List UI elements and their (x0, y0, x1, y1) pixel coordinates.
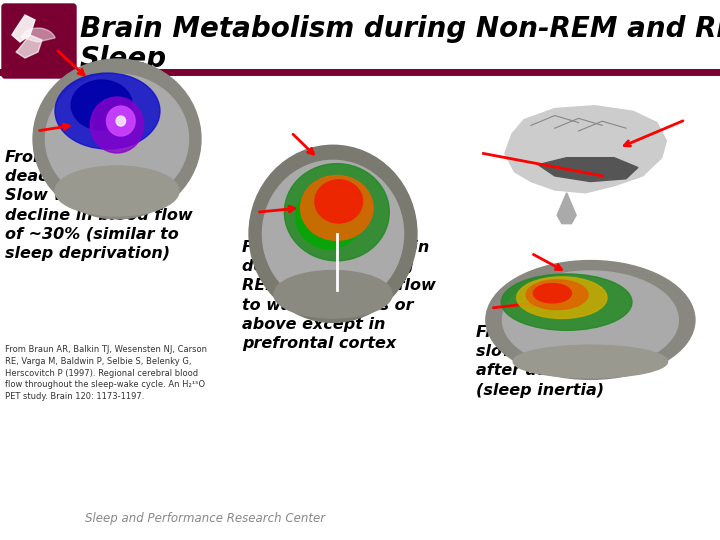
Polygon shape (538, 158, 638, 181)
Ellipse shape (55, 166, 179, 216)
Ellipse shape (107, 106, 135, 136)
Ellipse shape (300, 176, 373, 240)
Text: Frontal areas are
slowly reactivated
after awakening
(sleep inertia): Frontal areas are slowly reactivated aft… (476, 325, 642, 397)
Ellipse shape (513, 345, 667, 378)
Text: Frontal areas remain
deactivated during
REM; increase in flow
to waking levels o: Frontal areas remain deactivated during … (242, 240, 436, 351)
Ellipse shape (526, 280, 588, 309)
Polygon shape (12, 15, 35, 42)
Ellipse shape (116, 116, 125, 126)
Ellipse shape (315, 180, 363, 223)
Ellipse shape (534, 284, 572, 303)
Text: Sleep: Sleep (80, 45, 167, 73)
Ellipse shape (517, 277, 607, 319)
Ellipse shape (486, 260, 695, 379)
Ellipse shape (284, 164, 390, 261)
Text: From Braun AR, Balkin TJ, Wesensten NJ, Carson
RE, Varga M, Baldwin P, Selbie S,: From Braun AR, Balkin TJ, Wesensten NJ, … (5, 345, 207, 401)
Ellipse shape (33, 59, 201, 219)
Polygon shape (16, 35, 42, 58)
Ellipse shape (296, 184, 363, 249)
Ellipse shape (90, 97, 144, 153)
Ellipse shape (501, 274, 632, 330)
Text: Frontal areas are
deactivated during
Slow Wave Sleep;
decline in blood flow
of ~: Frontal areas are deactivated during Slo… (5, 150, 193, 261)
Text: Sleep and Performance Research Center: Sleep and Performance Research Center (85, 512, 325, 525)
Ellipse shape (71, 80, 132, 130)
Ellipse shape (262, 160, 404, 307)
Polygon shape (505, 106, 667, 193)
Ellipse shape (45, 74, 189, 204)
Ellipse shape (274, 271, 392, 318)
Polygon shape (557, 193, 576, 224)
Text: Brain Metabolism during Non-REM and REM: Brain Metabolism during Non-REM and REM (80, 15, 720, 43)
Ellipse shape (55, 73, 160, 149)
Polygon shape (21, 28, 55, 42)
Ellipse shape (249, 145, 417, 322)
Ellipse shape (503, 271, 678, 369)
FancyBboxPatch shape (2, 4, 76, 78)
